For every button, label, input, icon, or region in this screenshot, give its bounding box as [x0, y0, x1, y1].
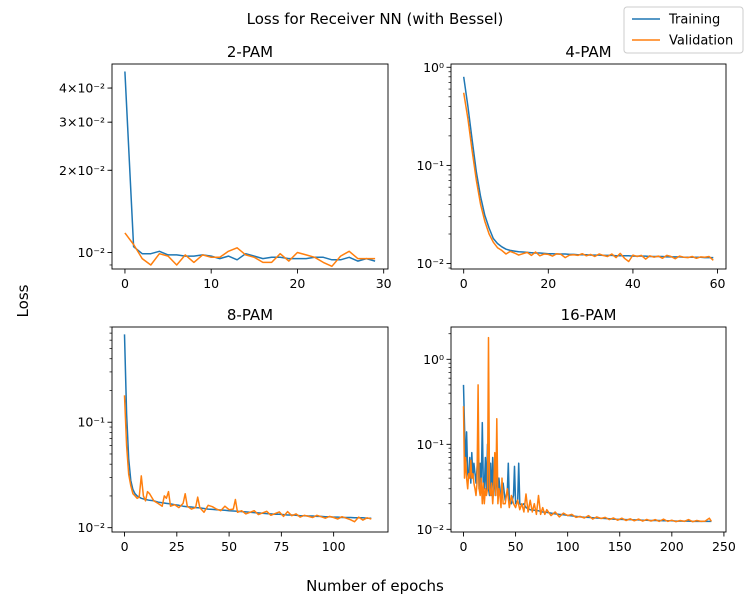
x-tick-label: 30 — [376, 276, 392, 291]
legend-label-validation: Validation — [669, 34, 733, 49]
figure-title: Loss for Receiver NN (with Bessel) — [247, 10, 504, 28]
x-tick-label: 10 — [203, 276, 219, 291]
x-tick-label: 100 — [556, 539, 580, 554]
panel-2pam: 2-PAM 4×10⁻² 3×10⁻² 2×10⁻² 10⁻² 0 10 20 30 — [59, 43, 392, 291]
x-tick-label: 60 — [710, 276, 726, 291]
y-tick-label: 4×10⁻² — [59, 81, 105, 96]
y-tick-label: 10⁻¹ — [416, 158, 444, 173]
x-tick-label: 0 — [460, 276, 468, 291]
y-tick-label: 10⁰ — [423, 60, 444, 75]
axes-frame-4pam — [450, 63, 727, 270]
x-tick-label: 0 — [121, 276, 129, 291]
y-tick-label: 10⁰ — [423, 352, 444, 367]
x-tick-label: 200 — [660, 539, 684, 554]
panel-title-16pam: 16-PAM — [561, 306, 617, 324]
panel-title-8pam: 8-PAM — [227, 306, 273, 324]
series-line-training — [123, 334, 372, 519]
y-tick-label: 10⁻² — [416, 522, 444, 537]
axes-frame-8pam — [111, 326, 389, 533]
series-line-training — [462, 76, 714, 259]
x-tick-label: 25 — [169, 539, 185, 554]
x-tick-label: 0 — [121, 539, 129, 554]
x-axis-label: Number of epochs — [306, 577, 444, 595]
x-tick-label: 250 — [712, 539, 736, 554]
x-tick-label: 20 — [540, 276, 556, 291]
y-tick-label: 10⁻² — [77, 245, 105, 260]
axes-frame-2pam — [111, 63, 389, 270]
x-tick-label: 150 — [608, 539, 632, 554]
panel-title-2pam: 2-PAM — [227, 43, 273, 61]
panel-16pam: 16-PAM 10⁰ 10⁻¹ 10⁻² 0 50 100 150 200 250 — [416, 306, 735, 554]
panel-title-4pam: 4-PAM — [565, 43, 611, 61]
x-tick-label: 0 — [460, 539, 468, 554]
y-tick-label: 10⁻² — [416, 256, 444, 271]
x-tick-label: 100 — [322, 539, 346, 554]
series-line-validation — [124, 232, 376, 268]
x-tick-label: 50 — [508, 539, 524, 554]
axes-frame-16pam — [450, 326, 727, 533]
series-line-validation — [123, 395, 372, 523]
panel-4pam: 4-PAM 10⁰ 10⁻¹ 10⁻² 0 20 40 60 — [416, 43, 727, 291]
series-line-validation — [462, 92, 714, 263]
y-tick-label: 10⁻¹ — [77, 415, 105, 430]
y-tick-label: 10⁻² — [77, 520, 105, 535]
series-line-training — [124, 71, 376, 262]
legend: Training Validation — [623, 6, 744, 54]
x-tick-label: 75 — [273, 539, 289, 554]
y-axis-label: Loss — [14, 284, 32, 317]
x-tick-label: 40 — [625, 276, 641, 291]
series-line-validation — [462, 336, 713, 523]
y-tick-label: 2×10⁻² — [59, 163, 105, 178]
x-tick-label: 20 — [289, 276, 305, 291]
y-tick-label: 10⁻¹ — [416, 437, 444, 452]
y-tick-label: 3×10⁻² — [59, 115, 105, 130]
panel-8pam: 8-PAM 10⁻¹ 10⁻² 0 25 50 75 100 — [77, 306, 389, 554]
legend-label-training: Training — [668, 13, 720, 28]
x-tick-label: 50 — [221, 539, 237, 554]
